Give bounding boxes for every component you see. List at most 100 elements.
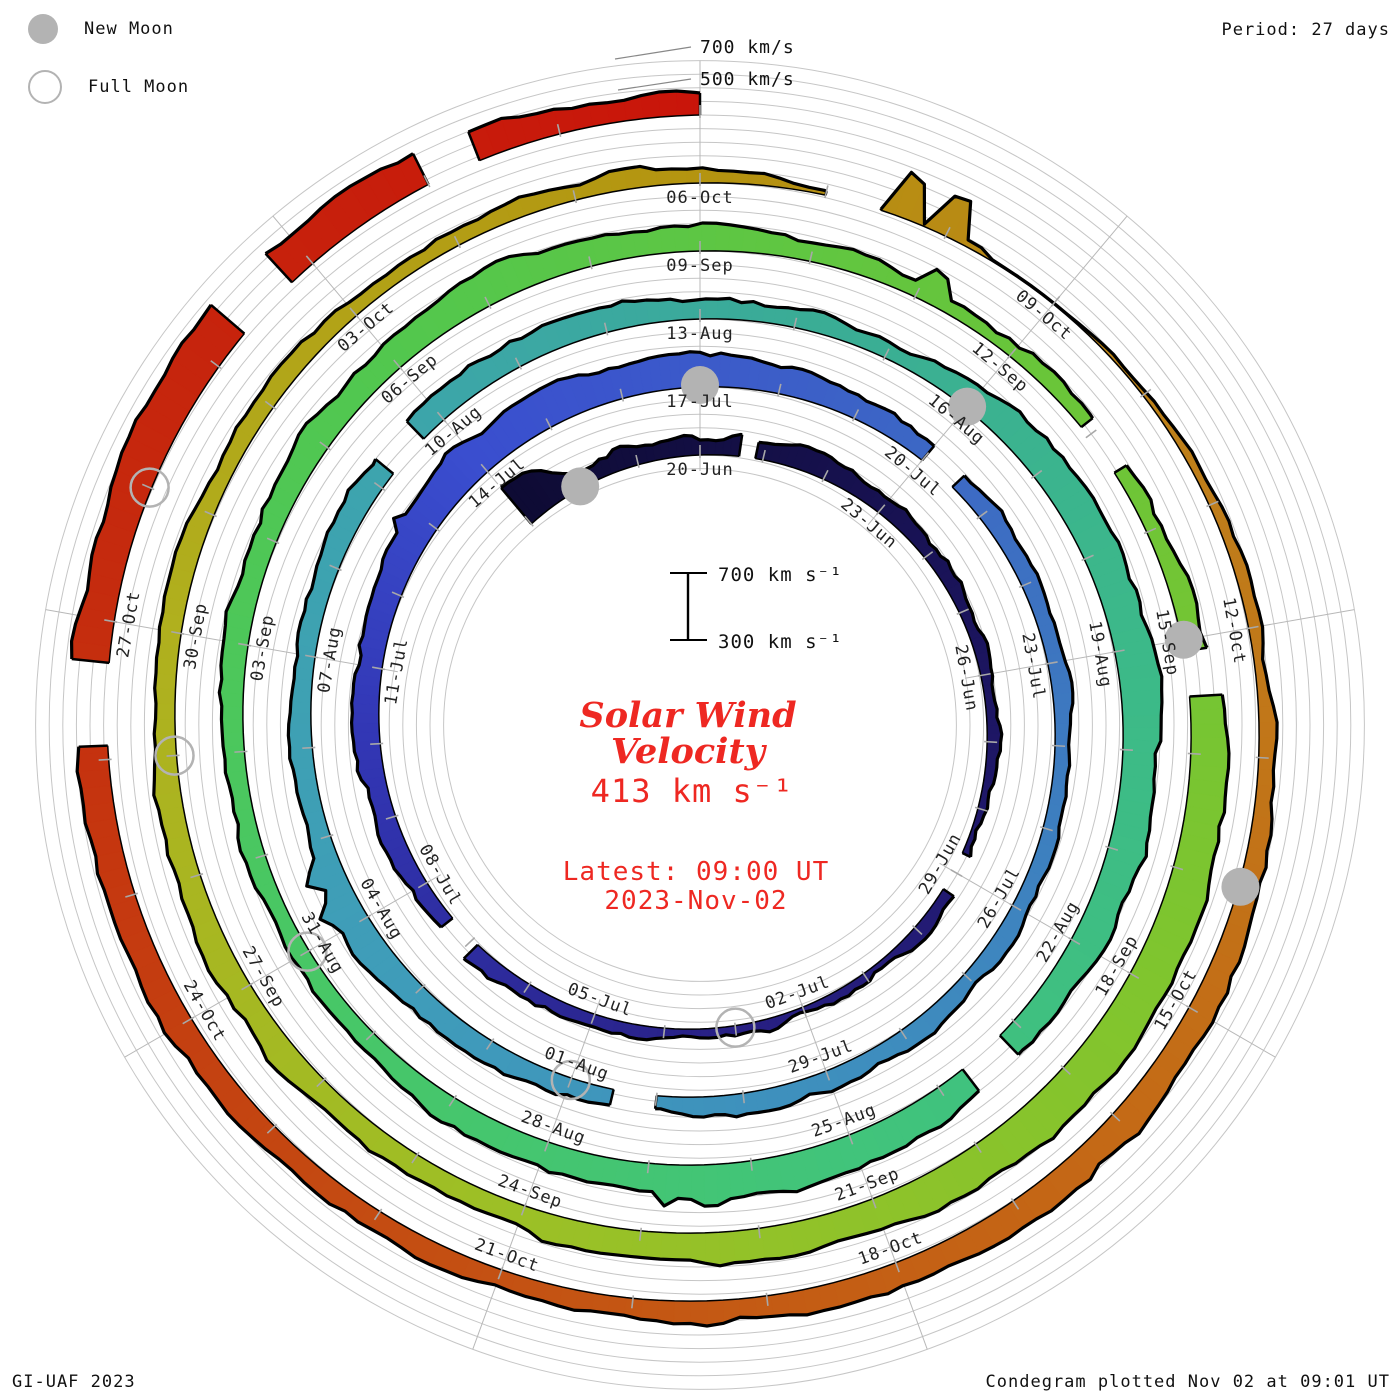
day-tick (523, 981, 532, 994)
day-tick (882, 348, 890, 361)
band-segment (1121, 702, 1163, 717)
band-baseline (656, 486, 1056, 1098)
scale-bar: 700 km s⁻¹ 300 km s⁻¹ (670, 564, 841, 653)
day-tick (266, 1123, 278, 1134)
band-segment (221, 732, 245, 747)
day-tick (893, 1259, 900, 1273)
band-segment (353, 740, 382, 752)
band-start-edge (71, 657, 110, 665)
full-moon-marker (550, 1059, 592, 1101)
band-segment (351, 731, 381, 743)
band-baseline (108, 333, 245, 663)
day-tick (638, 1227, 643, 1241)
day-tick (305, 654, 319, 659)
day-tick (1010, 1018, 1022, 1029)
new-moon-marker (948, 387, 987, 426)
day-tick (588, 256, 593, 270)
ray-line (796, 991, 928, 1350)
band-segment (660, 225, 677, 254)
band-end-edge (998, 1034, 1020, 1056)
band-segment (718, 1230, 736, 1267)
day-tick (1010, 1198, 1020, 1210)
band-start-edge (264, 252, 293, 284)
band-top-edge (405, 296, 1164, 1056)
day-tick (204, 510, 217, 518)
day-tick (241, 982, 254, 991)
band-segment (658, 90, 678, 118)
band-segment (681, 299, 695, 321)
day-tick (870, 1195, 877, 1209)
band-segment (153, 718, 176, 735)
band-segment (1122, 727, 1162, 742)
ray-line (867, 215, 1128, 525)
band-segment (1258, 721, 1278, 739)
day-tick (1018, 581, 1032, 589)
day-tick (1109, 1111, 1121, 1122)
day-tick (370, 742, 384, 746)
outer-scale-500-label: 500 km/s (700, 69, 795, 90)
band-end-edge (374, 458, 395, 475)
day-tick (320, 834, 334, 840)
ray-line (964, 609, 1355, 679)
day-tick (1006, 347, 1017, 359)
date-label: 20-Jun (666, 460, 733, 480)
band-segment (1051, 682, 1074, 695)
day-tick (734, 1022, 738, 1036)
band-segment (713, 1095, 726, 1116)
day-tick (875, 504, 886, 516)
day-tick (329, 564, 342, 572)
band-segment (1190, 708, 1226, 725)
day-tick (524, 515, 534, 527)
day-tick (662, 1025, 666, 1039)
band-start-edge (467, 131, 481, 162)
band-segment (290, 689, 312, 703)
day-tick (912, 287, 921, 300)
band-segment (699, 439, 709, 456)
band-segment (754, 1294, 774, 1318)
day-tick (1030, 469, 1043, 479)
day-tick (300, 948, 313, 957)
band-start-edge (754, 442, 760, 459)
day-tick (851, 409, 860, 422)
day-tick (480, 463, 491, 475)
band-baseline (479, 114, 701, 162)
new-moon-marker (1164, 620, 1203, 659)
day-tick (741, 1090, 745, 1104)
band-segment (289, 700, 312, 714)
outer-scale: 700 km/s 500 km/s (614, 37, 795, 91)
day-tick (266, 537, 280, 545)
band-segment (738, 1296, 758, 1318)
band-segment (153, 776, 182, 796)
day-tick (984, 740, 998, 744)
day-tick (977, 672, 991, 677)
day-tick (956, 608, 969, 615)
day-tick (572, 190, 578, 204)
band-top-edge (655, 474, 1075, 1119)
band-segment (676, 90, 695, 117)
day-tick (654, 1092, 658, 1106)
day-tick (974, 806, 988, 812)
band-baseline (106, 209, 1260, 1302)
day-tick (484, 296, 492, 309)
day-tick (1187, 752, 1201, 755)
band-baseline (755, 457, 988, 854)
band-segment (351, 722, 380, 733)
band-segment (689, 1232, 706, 1264)
band-end-edge (210, 303, 246, 335)
outer-scale-700-label: 700 km/s (700, 37, 795, 58)
day-tick (1111, 649, 1125, 654)
day-tick (824, 1067, 831, 1081)
band-top-edge (1125, 464, 1209, 649)
day-tick (423, 175, 431, 188)
day-tick (1143, 527, 1157, 535)
band-segment (639, 1298, 659, 1322)
band-baseline (378, 386, 923, 919)
band-segment (770, 1292, 791, 1317)
day-tick (619, 388, 625, 402)
band-baseline (530, 454, 740, 525)
moon-markers (129, 366, 1260, 1101)
band-segment (704, 1231, 721, 1267)
day-tick (385, 814, 399, 820)
day-tick (976, 510, 988, 520)
